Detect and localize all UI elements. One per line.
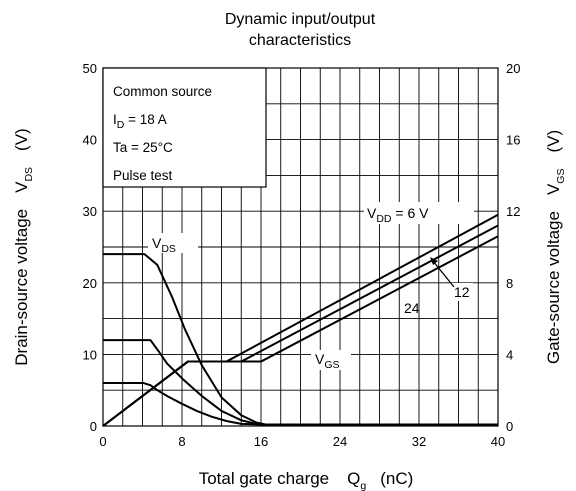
- condition-temperature: Ta = 25°C: [113, 140, 173, 155]
- chart-title-line1: Dynamic input/output: [225, 11, 376, 28]
- x-tick-label: 32: [412, 434, 426, 449]
- vdd-12-pointer-line: [432, 260, 455, 288]
- vdd-12v-label: 12: [454, 284, 470, 300]
- chart-title-line2: characteristics: [249, 32, 351, 49]
- x-tick-label: 8: [178, 434, 185, 449]
- right-y-tick-label: 16: [506, 133, 520, 148]
- condition-drain-current: ID = 18 A: [113, 112, 167, 131]
- vdd-12-pointer-arrowhead: [430, 257, 438, 265]
- condition-pulse-test: Pulse test: [113, 168, 173, 183]
- left-y-tick-label: 30: [83, 204, 97, 219]
- vds-curve-2: [103, 382, 498, 426]
- x-tick-label: 24: [333, 434, 347, 449]
- left-y-tick-label: 50: [83, 61, 97, 76]
- left-y-tick-label: 40: [83, 133, 97, 148]
- left-axis-label: Drain-source voltageVDS(V): [12, 128, 35, 365]
- left-y-tick-label: 10: [83, 347, 97, 362]
- vgs-curve-5: [102, 235, 499, 427]
- vdd-12-label-bg: [451, 283, 473, 301]
- x-tick-label: 16: [254, 434, 268, 449]
- right-y-tick-label: 4: [506, 347, 513, 362]
- x-tick-labels: 0 8 16 24 32 40: [99, 434, 505, 449]
- right-y-tick-label: 12: [506, 204, 520, 219]
- vdd-24v-label: 24: [404, 300, 420, 316]
- series-layer: [102, 213, 499, 427]
- right-tick-labels: 0 4 8 12 16 20: [506, 61, 520, 434]
- vdd-label-bg: [364, 202, 474, 224]
- plot-frame: [102, 67, 499, 427]
- vds-label-bg: [148, 233, 198, 253]
- condition-common-source: Common source: [113, 84, 212, 99]
- right-y-tick-label: 0: [506, 419, 513, 434]
- right-axis-label: Gate-source voltageVGS(V): [544, 130, 567, 364]
- x-axis-label: Total gate charge Qg (nC): [199, 469, 414, 491]
- vgs-label-bg: [311, 350, 351, 370]
- x-tick-label: 0: [99, 434, 106, 449]
- left-tick-labels: 0 10 20 30 40 50: [83, 61, 97, 434]
- right-y-tick-label: 8: [506, 276, 513, 291]
- right-y-tick-label: 20: [506, 61, 520, 76]
- vds-curve-label: VDS: [152, 235, 176, 255]
- vdd-6v-label: VDD = 6 V: [367, 205, 429, 225]
- x-tick-label: 40: [491, 434, 505, 449]
- conditions-box: [102, 67, 267, 188]
- left-y-tick-label: 0: [90, 419, 97, 434]
- vgs-curve-label: VGS: [315, 351, 340, 371]
- left-y-tick-label: 20: [83, 276, 97, 291]
